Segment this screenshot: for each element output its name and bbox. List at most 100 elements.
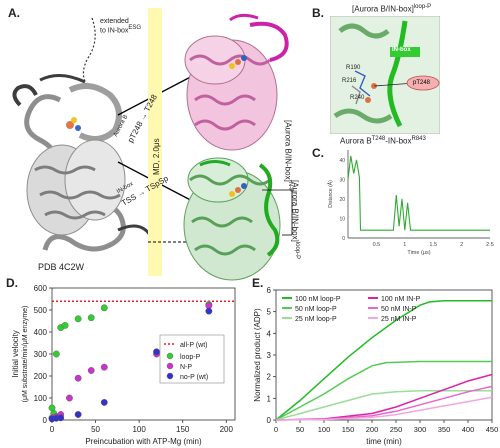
chart-c-ytick-label: 10 <box>339 216 345 222</box>
chart-d-legend-label: loop-P <box>180 354 201 361</box>
chart-d-xlabel: Preincubation with ATP-Mg (min) <box>85 437 202 446</box>
chart-d-ytick-label: 300 <box>34 350 48 359</box>
panel-b-green-tag: IN-box <box>392 47 411 53</box>
chart-e-xtick-label: 250 <box>390 425 403 434</box>
residue-r190: R190 <box>346 65 361 71</box>
chart-e: 0 1 2 3 4 5 6 0 50 100 150 200 250 300 350 400 450 time (… <box>253 286 499 446</box>
chart-d-point-loop-p <box>61 322 69 329</box>
chart-d-point-no-p-wt- <box>74 411 82 418</box>
chart-c-xlabel: Time (μs) <box>407 250 430 256</box>
chart-d-point-loop-p <box>52 350 60 358</box>
chart-e-line-100-nm-loop-p <box>275 300 492 421</box>
chart-e-xtick-label: 350 <box>438 425 451 434</box>
chart-c-ytick-label: 40 <box>339 158 345 164</box>
chart-c-xtick-label: 1.5 <box>429 242 437 248</box>
chart-e-xtick-label: 0 <box>274 425 278 434</box>
panel-a-label: A. <box>8 6 20 20</box>
panel-b-illustration <box>330 16 440 134</box>
panel-c-label: C. <box>312 146 324 160</box>
chart-c-xtick-label: 1 <box>403 242 406 248</box>
chart-c-ytick-label: 30 <box>339 177 345 183</box>
extended-label: extended to IN-boxESG <box>100 18 142 35</box>
panel-d-label: D. <box>6 276 18 290</box>
chart-e-ytick-label: 0 <box>267 416 272 425</box>
chart-d-ytick-label: 0 <box>43 416 48 425</box>
chart-e-xtick-label: 50 <box>296 425 304 434</box>
chart-d-legend-label: no-P (wt) <box>180 374 208 381</box>
chart-e-ytick-label: 6 <box>267 286 272 295</box>
chart-e-xtick-label: 150 <box>342 425 355 434</box>
residue-r240: R240 <box>350 95 365 101</box>
chart-d-xtick-label: 50 <box>91 425 100 434</box>
chart-e-legend-label: 25 nM loop-P <box>295 316 337 323</box>
chart-e-legend-label: 50 nM loop-P <box>295 306 337 313</box>
chart-e-line-50-nm-loop-p <box>275 360 492 421</box>
chart-d-point-no-p-wt- <box>100 399 108 406</box>
chart-e-legend-label: 100 nM loop-P <box>295 296 341 303</box>
loopp-complex-label: [Aurora B/IN-box]loop-P <box>290 180 300 260</box>
chart-d-point-loop-p <box>100 304 108 312</box>
chart-d-point-loop-p <box>74 315 82 323</box>
green-protein-structure <box>183 157 281 281</box>
chart-d-xtick-label: 150 <box>176 425 190 434</box>
chart-d-point-no-p-wt- <box>153 348 160 356</box>
chart-d-legend-swatch <box>166 362 174 370</box>
md-label: MD, 2.0μs <box>152 138 161 175</box>
chart-d-ylabel-line2: (μM substrate/min/μM enzyme) <box>22 306 29 403</box>
chart-d-legend-swatch <box>166 352 174 360</box>
chart-e-ytick-label: 1 <box>267 394 272 403</box>
chart-c-distance-line <box>347 155 490 231</box>
md-band <box>148 8 162 276</box>
panel-c-title: Aurora BT248-IN-boxR843 <box>340 136 426 146</box>
chart-e-xtick-label: 200 <box>366 425 379 434</box>
chart-e-xtick-label: 450 <box>486 425 499 434</box>
chart-d-xtick-label: 200 <box>220 425 234 434</box>
chart-e-xtick-label: 400 <box>462 425 475 434</box>
chart-e-line-25-nm-in-p <box>275 396 493 421</box>
chart-e-ytick-label: 4 <box>267 329 272 338</box>
chart-e-ylabel: Normalized product (ADP) <box>253 308 262 402</box>
chart-d-ytick-label: 400 <box>34 328 48 337</box>
panel-b-pink-tag: pT248 <box>413 80 431 86</box>
chart-d-legend-ref-label: all-P (wt) <box>180 342 207 349</box>
chart-d-point-n-p <box>87 367 95 374</box>
chart-e-ytick-label: 5 <box>267 308 272 317</box>
chart-c-xtick-label: 0.5 <box>373 242 381 248</box>
chart-d-xtick-label: 0 <box>50 425 55 434</box>
chart-e-legend-label: 100 nM IN-P <box>381 296 421 303</box>
chart-e-line-25-nm-loop-p <box>275 390 492 421</box>
chart-d-ytick-label: 600 <box>34 284 48 293</box>
panel-e-label: E. <box>252 276 264 290</box>
chart-e-legend-label: 50 nM IN-P <box>381 306 417 313</box>
chart-c-ytick-label: 0 <box>342 236 345 242</box>
pdb-label: PDB 4C2W <box>38 262 85 272</box>
chart-d-ytick-label: 200 <box>34 372 48 381</box>
chart-d-point-loop-p <box>87 314 95 322</box>
chart-d-point-n-p <box>66 394 73 402</box>
chart-d: 0 100 200 300 400 500 600 0 50 100 150 200 Preincuba… <box>11 284 236 446</box>
chart-e-ytick-label: 3 <box>267 351 272 360</box>
chart-e-xtick-label: 100 <box>318 425 331 434</box>
panel-b-title: [Aurora B/IN-box]loop-P <box>352 4 432 14</box>
chart-e-legend-label: 25 nM IN-P <box>381 316 417 323</box>
chart-d-xtick-label: 100 <box>132 425 146 434</box>
chart-c-xtick-label: 2.5 <box>486 242 494 248</box>
chart-d-ylabel-line1: Initial velocity <box>11 330 20 378</box>
chart-e-xtick-label: 300 <box>414 425 427 434</box>
chart-c-xtick-label: 2 <box>460 242 463 248</box>
residue-r216: R216 <box>342 78 357 84</box>
chart-d-point-no-p-wt- <box>57 414 65 422</box>
chart-d-ytick-label: 500 <box>34 306 48 315</box>
chart-d-point-n-p <box>74 374 82 382</box>
panel-b-label: B. <box>312 6 324 20</box>
extension-dotted-line <box>82 17 96 85</box>
chart-d-ytick-label: 100 <box>34 394 48 403</box>
chart-c-ylabel: Distance (Å) <box>327 180 334 208</box>
grey-protein-structure <box>12 74 152 252</box>
chart-d-point-no-p-wt- <box>205 307 213 315</box>
chart-d-legend-swatch <box>166 372 174 380</box>
chart-e-xlabel: time (min) <box>366 437 402 446</box>
chart-c-ytick-label: 20 <box>339 197 345 203</box>
pink-protein-structure <box>184 13 289 151</box>
